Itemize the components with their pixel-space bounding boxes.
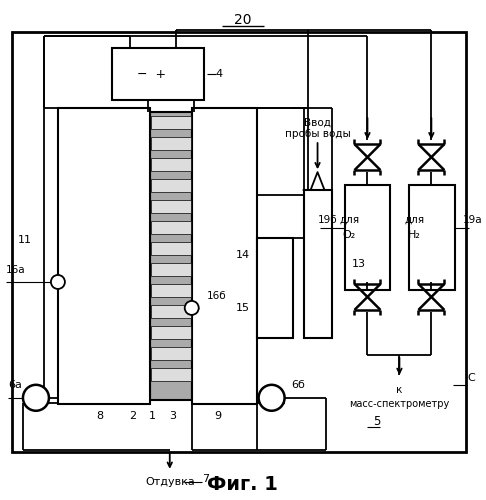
Text: 11: 11 <box>18 235 32 245</box>
Text: О₂: О₂ <box>343 230 356 240</box>
Bar <box>151 347 191 360</box>
Bar <box>151 137 191 150</box>
Text: 5: 5 <box>373 416 381 428</box>
Bar <box>151 368 191 381</box>
Text: 13: 13 <box>351 259 365 269</box>
Text: Н₂: Н₂ <box>408 230 421 240</box>
Text: 19а: 19а <box>462 215 482 225</box>
Bar <box>409 185 455 290</box>
Bar <box>12 32 467 452</box>
Text: 7: 7 <box>202 474 209 484</box>
Text: Ввод: Ввод <box>304 117 331 127</box>
Bar <box>151 305 191 318</box>
Text: 16а: 16а <box>6 265 26 275</box>
Text: 20: 20 <box>234 14 251 28</box>
Bar <box>257 238 293 338</box>
Text: 6б: 6б <box>292 380 306 390</box>
Text: к: к <box>396 385 402 395</box>
Bar <box>151 158 191 171</box>
Text: −  +: − + <box>137 68 166 81</box>
Bar <box>191 108 257 404</box>
Text: пробы воды: пробы воды <box>285 129 350 139</box>
Circle shape <box>185 301 199 315</box>
Text: 9: 9 <box>214 411 221 421</box>
Text: Фиг. 1: Фиг. 1 <box>207 474 278 494</box>
Text: 3: 3 <box>169 411 176 421</box>
Bar <box>151 284 191 297</box>
Text: 1: 1 <box>149 411 156 421</box>
Text: 8: 8 <box>96 411 104 421</box>
Text: 14: 14 <box>236 250 250 260</box>
Circle shape <box>23 385 49 411</box>
Text: для: для <box>404 215 424 225</box>
Text: для: для <box>339 215 360 225</box>
Bar <box>151 116 191 129</box>
Text: C: C <box>468 373 475 383</box>
Text: 4: 4 <box>216 70 223 80</box>
Bar <box>151 326 191 339</box>
Bar <box>304 190 331 338</box>
Bar <box>345 185 390 290</box>
Bar <box>151 263 191 276</box>
Bar <box>58 108 150 404</box>
Text: 15: 15 <box>236 303 250 313</box>
Bar <box>151 200 191 213</box>
Bar <box>151 179 191 192</box>
Bar <box>112 48 204 100</box>
Bar <box>151 242 191 255</box>
Text: 19б: 19б <box>318 215 337 225</box>
Text: 6а: 6а <box>8 380 22 390</box>
Bar <box>151 221 191 234</box>
Circle shape <box>259 385 285 411</box>
Bar <box>150 112 191 400</box>
Text: 16б: 16б <box>207 291 226 301</box>
Circle shape <box>51 275 65 289</box>
Text: Отдувка: Отдувка <box>145 476 194 486</box>
Text: масс-спектрометру: масс-спектрометру <box>349 399 450 409</box>
Text: 2: 2 <box>129 411 137 421</box>
